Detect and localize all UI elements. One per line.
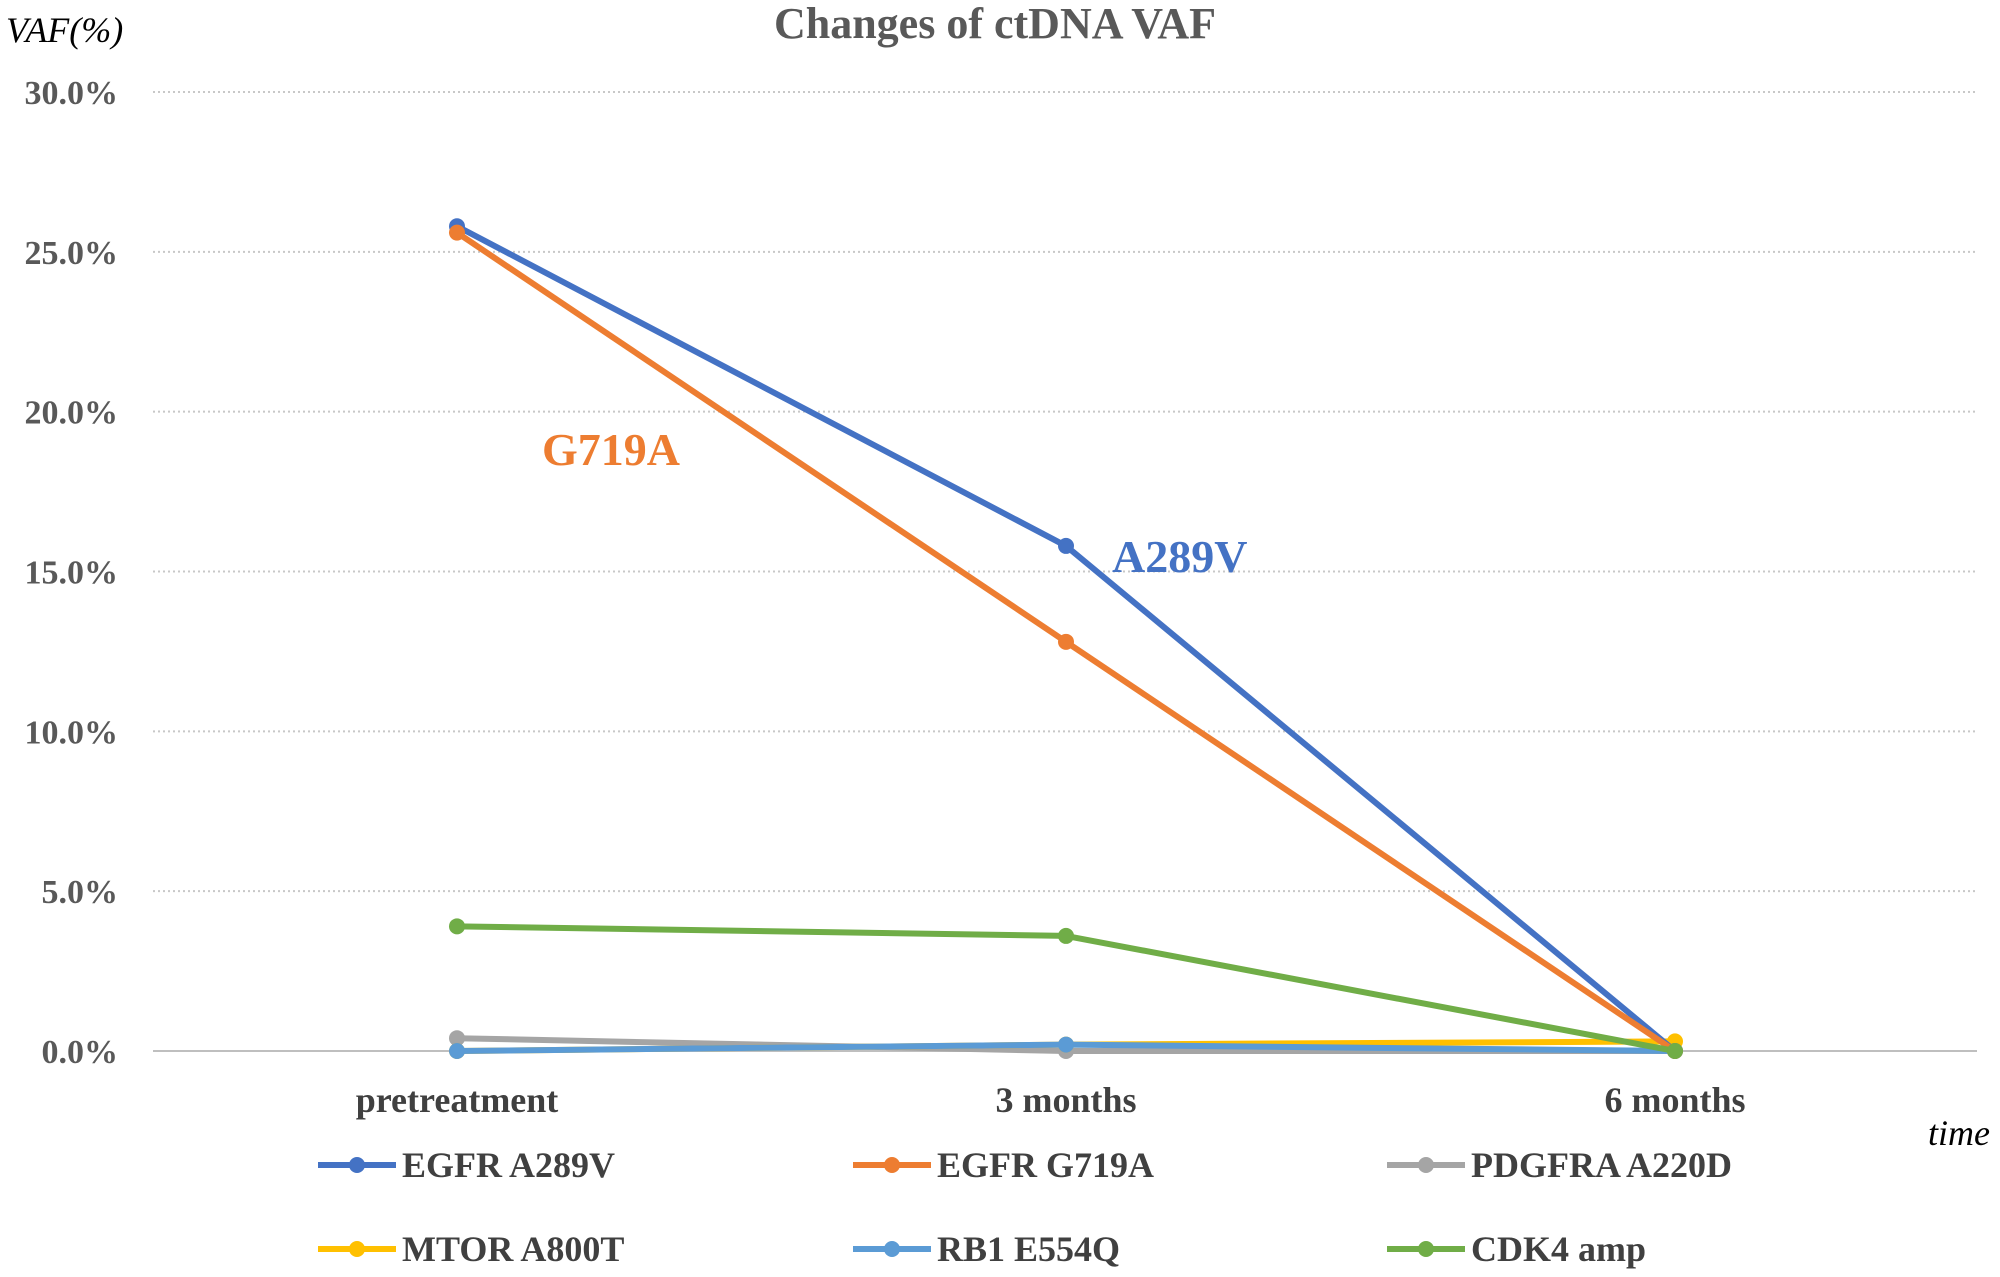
series-cdk4-amp [449, 918, 1683, 1059]
data-point [449, 224, 465, 241]
y-tick-label: 25.0% [25, 235, 119, 272]
legend-item: CDK4 amp [1387, 1229, 1646, 1269]
legend-marker [884, 1241, 900, 1257]
legend-label: PDGFRA A220D [1471, 1145, 1732, 1185]
legend-item: RB1 E554Q [853, 1229, 1120, 1269]
x-tick-label: pretreatment [356, 1080, 559, 1120]
data-point [449, 1043, 465, 1059]
y-tick-label: 30.0% [25, 75, 119, 112]
data-point [449, 1030, 465, 1047]
y-tick-label: 10.0% [25, 714, 119, 751]
y-axis-label: VAF(%) [6, 10, 123, 50]
y-tick-label: 5.0% [42, 874, 119, 911]
data-point [1058, 1036, 1074, 1053]
legend-marker [1418, 1157, 1434, 1173]
legend-label: EGFR G719A [937, 1145, 1154, 1185]
legend-item: PDGFRA A220D [1387, 1145, 1732, 1185]
x-axis-label: time [1928, 1113, 1990, 1153]
y-tick-label: 20.0% [25, 395, 119, 432]
data-point [449, 918, 465, 935]
y-tick-label: 0.0% [42, 1034, 119, 1071]
legend-item: MTOR A800T [318, 1229, 624, 1269]
annotation-a289v: A289V [1112, 531, 1247, 582]
chart-title: Changes of ctDNA VAF [774, 0, 1216, 48]
legend-marker [349, 1241, 365, 1257]
annotation-g719a: G719A [542, 424, 680, 475]
x-tick-label: 6 months [1604, 1080, 1745, 1120]
data-point [1058, 537, 1074, 554]
legend-item: EGFR A289V [318, 1145, 615, 1185]
legend-item: EGFR G719A [853, 1145, 1154, 1185]
data-point [1667, 1043, 1683, 1059]
y-tick-label: 15.0% [25, 555, 119, 592]
x-tick-label: 3 months [995, 1080, 1136, 1120]
legend-marker [884, 1157, 900, 1173]
legend-label: CDK4 amp [1471, 1229, 1646, 1269]
series-line [456, 923, 1676, 1054]
legend-marker [1418, 1241, 1434, 1257]
legend-label: EGFR A289V [402, 1145, 615, 1185]
legend-marker [349, 1157, 365, 1173]
legend-label: RB1 E554Q [937, 1229, 1120, 1269]
data-point [1058, 633, 1074, 650]
legend-label: MTOR A800T [402, 1229, 624, 1269]
data-point [1058, 927, 1074, 944]
